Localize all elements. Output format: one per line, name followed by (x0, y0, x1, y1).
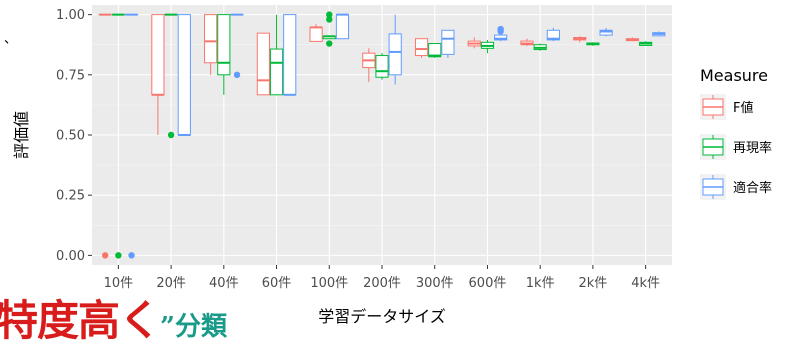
x-tick-label: 10件 (104, 276, 134, 291)
legend-label: 再現率 (733, 140, 772, 156)
box-body (152, 15, 164, 95)
box-body (376, 56, 388, 78)
x-tick-label: 4k件 (631, 276, 660, 291)
y-tick-label: 0.25 (56, 189, 85, 204)
x-axis: 10件 20件 40件 60件 100件 200件 300件 600件 1k件 2k件 4k件 (104, 265, 660, 291)
legend-title: Measure (700, 66, 768, 85)
outlier-point (234, 72, 240, 78)
box-F値-100件 (310, 24, 322, 41)
box-再現率-1k件 (534, 44, 546, 51)
background-caption: 特度高く”分類 (0, 300, 227, 342)
box-body (442, 30, 454, 54)
box-body (205, 15, 217, 63)
box-再現率-4k件 (640, 41, 652, 46)
outlier-point (115, 252, 121, 258)
box-body (415, 39, 427, 56)
y-axis-title: 評価値 (12, 111, 31, 159)
x-tick-label: 200件 (363, 276, 401, 291)
x-tick-label: 2k件 (579, 276, 608, 291)
outlier-point (326, 16, 332, 22)
outlier-point (497, 28, 503, 34)
box-適合率-4k件 (653, 31, 665, 36)
box-適合率-300件 (442, 30, 454, 58)
y-axis: 0.00 0.25 0.50 0.75 1.00 (56, 8, 92, 264)
box-再現率-300件 (429, 44, 441, 58)
outlier-point (128, 252, 134, 258)
boxplot-chart: 0.00 0.25 0.50 0.75 1.00 10件 20件 40件 60件 100件 200… (0, 0, 793, 329)
x-tick-label: 300件 (416, 276, 454, 291)
legend-label: 適合率 (733, 180, 772, 196)
box-適合率-60件 (284, 15, 296, 95)
caption-red-text: 特度高く (0, 296, 160, 345)
caption-green-text: ”分類 (160, 312, 227, 342)
box-body (284, 15, 296, 95)
box-適合率-1k件 (547, 28, 559, 41)
box-適合率-100件 (336, 15, 348, 39)
box-F値-300件 (415, 39, 427, 58)
box-body (218, 15, 230, 75)
box-body (336, 15, 348, 39)
x-tick-label: 100件 (310, 276, 348, 291)
box-body (178, 15, 190, 135)
outlier-point (102, 252, 108, 258)
x-tick-label: 60件 (262, 276, 292, 291)
y-tick-label: 1.00 (56, 8, 85, 23)
outlier-point (168, 132, 174, 138)
y-tick-label: 0.50 (56, 129, 85, 144)
legend-label: F値 (733, 100, 753, 116)
box-body (270, 49, 282, 95)
y-tick-label: 0.75 (56, 68, 85, 83)
box-body (310, 27, 322, 41)
x-tick-label: 40件 (209, 276, 239, 291)
outlier-point (326, 40, 332, 46)
x-tick-label: 20件 (156, 276, 186, 291)
box-body (257, 33, 269, 95)
x-axis-title: 学習データサイズ (318, 307, 446, 326)
x-tick-label: 1k件 (526, 276, 555, 291)
x-tick-label: 600件 (469, 276, 507, 291)
box-body (389, 34, 401, 75)
y-tick-label: 0.00 (56, 249, 85, 264)
box-再現率-200件 (376, 53, 388, 79)
box-適合率-20件 (178, 15, 190, 135)
box-F値-60件 (257, 33, 269, 95)
